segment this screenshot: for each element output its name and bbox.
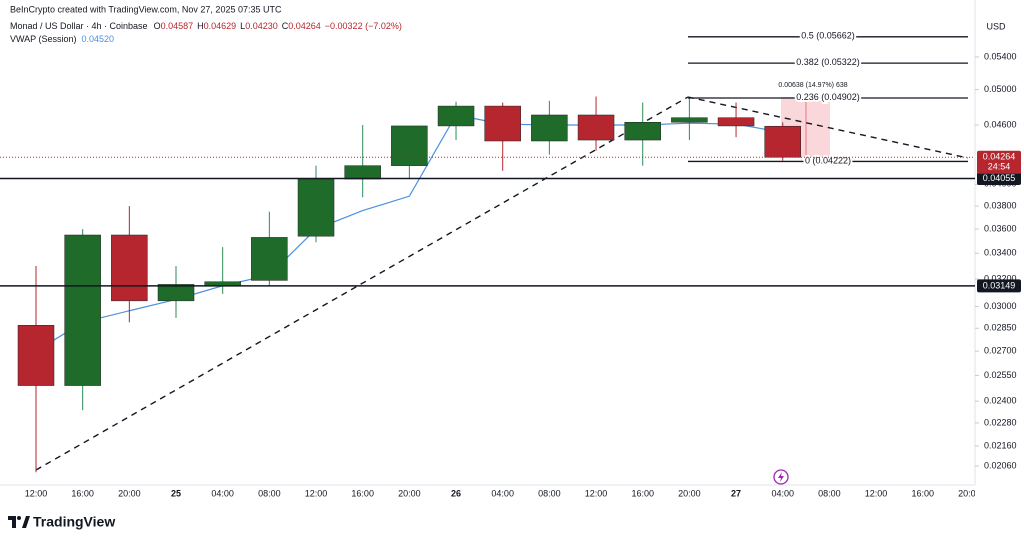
ohlc-value: 0.04629 bbox=[204, 21, 237, 31]
x-tick-label: 16:00 bbox=[911, 488, 934, 498]
y-tick-label: 0.03600 bbox=[984, 223, 1017, 233]
ohlc-key: L bbox=[240, 21, 245, 31]
x-tick-label: 20:00 bbox=[118, 488, 141, 498]
x-tick-label: 12:00 bbox=[585, 488, 608, 498]
y-tick-label: 0.02550 bbox=[984, 370, 1017, 380]
y-tick-label: 0.04600 bbox=[984, 119, 1017, 129]
x-tick-label: 16:00 bbox=[631, 488, 654, 498]
countdown: 24:54 bbox=[988, 162, 1011, 172]
level-tag bbox=[977, 279, 1021, 293]
vwap-legend: VWAP (Session) 0.04520 bbox=[10, 34, 114, 44]
x-tick-label: 08:00 bbox=[538, 488, 561, 498]
event-icon[interactable] bbox=[773, 469, 789, 485]
y-tick-label: 0.05000 bbox=[984, 84, 1017, 94]
measure-label: 0.00638 (14.97%) 638 bbox=[778, 82, 847, 89]
y-tick-label: 0.03200 bbox=[984, 273, 1017, 283]
x-tick-label: 08:00 bbox=[818, 488, 841, 498]
candle-body bbox=[64, 234, 101, 386]
ohlc-value: 0.04587 bbox=[161, 21, 194, 31]
candle-body bbox=[17, 325, 55, 386]
logo: TradingView bbox=[8, 514, 115, 530]
level-label: 0.04055 bbox=[983, 173, 1016, 183]
x-tick-label: 20:00 bbox=[678, 488, 701, 498]
candle-body bbox=[624, 122, 661, 141]
ohlc-key: O bbox=[154, 21, 161, 31]
legend-change: −0.00322 (−7.02%) bbox=[325, 21, 402, 31]
x-tick-label: 27 bbox=[731, 488, 741, 498]
ohlc-key: H bbox=[197, 21, 204, 31]
candle-body bbox=[484, 105, 521, 142]
x-tick-label: 12:00 bbox=[305, 488, 328, 498]
x-tick-label: 04:00 bbox=[491, 488, 514, 498]
legend-title: Monad / US Dollar · 4h · Coinbase bbox=[10, 21, 148, 31]
candle-body bbox=[251, 237, 288, 281]
event-icon-bolt bbox=[778, 472, 784, 482]
candle-body bbox=[577, 114, 615, 141]
ohlc-key: C bbox=[282, 21, 289, 31]
x-axis: 12:00 16:00 20:00 25 04:00 08:00 12:00 16:00 20:… bbox=[25, 488, 981, 498]
y-tick-label: 0.03000 bbox=[984, 301, 1017, 311]
x-tick-label: 04:00 bbox=[771, 488, 794, 498]
y-tick-label: 0.02280 bbox=[984, 417, 1017, 427]
level-tag bbox=[977, 172, 1021, 186]
trend-line bbox=[35, 96, 689, 471]
x-tick-label: 20:00 bbox=[958, 488, 981, 498]
y-tick-label: 0.02400 bbox=[984, 396, 1017, 406]
candle-body bbox=[111, 234, 148, 302]
last-price-tag bbox=[977, 150, 1021, 174]
x-tick-label: 20:00 bbox=[398, 488, 421, 498]
x-tick-label: 04:00 bbox=[211, 488, 234, 498]
axis-unit: USD bbox=[986, 21, 1006, 31]
x-tick-label: 25 bbox=[171, 488, 181, 498]
candle-body bbox=[531, 114, 568, 142]
y-tick-label: 0.03800 bbox=[984, 200, 1017, 210]
trend-line bbox=[687, 96, 969, 159]
x-tick-label: 26 bbox=[451, 488, 461, 498]
x-tick-label: 16:00 bbox=[71, 488, 94, 498]
fib-label: 0.382 (0.05322) bbox=[796, 57, 860, 67]
last-price-label: 0.04264 bbox=[983, 152, 1016, 162]
candle-body bbox=[671, 117, 708, 123]
candle-body bbox=[297, 178, 335, 237]
candle-body bbox=[157, 284, 195, 302]
candle-body bbox=[437, 105, 475, 127]
vwap-name: VWAP (Session) bbox=[10, 34, 77, 44]
fib-label: 0.5 (0.05662) bbox=[801, 31, 855, 41]
fib-label: 0.236 (0.04902) bbox=[796, 92, 860, 102]
ohlc-value: 0.04264 bbox=[288, 21, 321, 31]
y-tick-label: 0.02060 bbox=[984, 460, 1017, 470]
x-tick-label: 12:00 bbox=[865, 488, 888, 498]
candle-body bbox=[391, 125, 428, 166]
legend-line: Monad / US Dollar · 4h · Coinbase O0.0458… bbox=[10, 21, 402, 31]
y-tick-label: 0.02700 bbox=[984, 346, 1017, 356]
ohlc-value: 0.04230 bbox=[245, 21, 278, 31]
y-tick-label: 0.02850 bbox=[984, 323, 1017, 333]
candle-body bbox=[344, 165, 381, 180]
y-tick-label: 0.05400 bbox=[984, 51, 1017, 61]
y-tick-label: 0.03400 bbox=[984, 248, 1017, 258]
plot bbox=[17, 96, 801, 473]
source-note: BeInCrypto created with TradingView.com,… bbox=[10, 4, 282, 14]
level-label: 0.03149 bbox=[983, 280, 1016, 290]
candle-body bbox=[717, 117, 755, 127]
x-tick-label: 12:00 bbox=[25, 488, 48, 498]
candle-body bbox=[764, 125, 801, 158]
vwap-value: 0.04520 bbox=[82, 34, 115, 44]
brand: TradingView bbox=[33, 514, 115, 530]
y-tick-label: 0.02160 bbox=[984, 440, 1017, 450]
x-tick-label: 16:00 bbox=[351, 488, 374, 498]
x-tick-label: 08:00 bbox=[258, 488, 281, 498]
